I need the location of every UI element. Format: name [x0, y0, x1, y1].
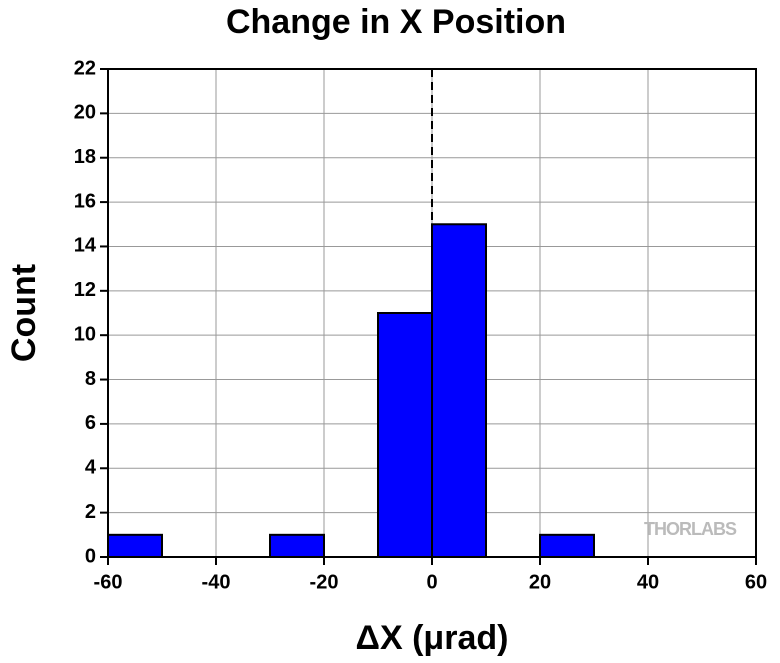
bar [107, 533, 163, 558]
y-tick-label: 0 [85, 545, 96, 567]
plot-frame [107, 68, 757, 558]
x-tick-label: 0 [426, 571, 437, 593]
y-tick-label: 6 [85, 412, 96, 434]
y-tick-label: 8 [85, 368, 96, 390]
x-tick-label: -20 [310, 571, 339, 593]
bar [539, 533, 595, 558]
x-tick-label: 40 [637, 571, 659, 593]
y-tick-label: 20 [74, 102, 96, 124]
x-tick-label: -40 [202, 571, 231, 593]
y-tick-label: 12 [74, 279, 96, 301]
y-tick-label: 14 [74, 235, 97, 257]
chart-title: Change in X Position [226, 3, 566, 41]
y-tick-label: 16 [74, 190, 96, 212]
x-tick-label: 60 [745, 571, 767, 593]
y-tick-label: 18 [74, 146, 96, 168]
x-tick-label: 20 [529, 571, 551, 593]
x-axis-label: ΔX (μrad) [356, 619, 509, 657]
y-tick-label: 4 [85, 457, 97, 479]
bar [269, 533, 325, 558]
x-tick-label: -60 [94, 571, 123, 593]
y-axis-label: Count [5, 264, 43, 362]
bar [377, 312, 433, 558]
y-tick-label: 10 [74, 323, 96, 345]
bar [431, 223, 487, 558]
y-tick-label: 2 [85, 501, 96, 523]
y-tick-label: 22 [74, 57, 96, 79]
watermark: THORLABS [644, 519, 737, 539]
